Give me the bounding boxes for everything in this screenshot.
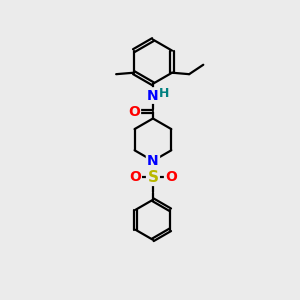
Text: O: O: [129, 170, 141, 184]
Text: S: S: [147, 169, 158, 184]
Text: N: N: [147, 154, 159, 168]
Text: N: N: [147, 88, 159, 103]
Text: H: H: [159, 87, 169, 100]
Text: O: O: [165, 170, 177, 184]
Text: O: O: [128, 105, 140, 119]
